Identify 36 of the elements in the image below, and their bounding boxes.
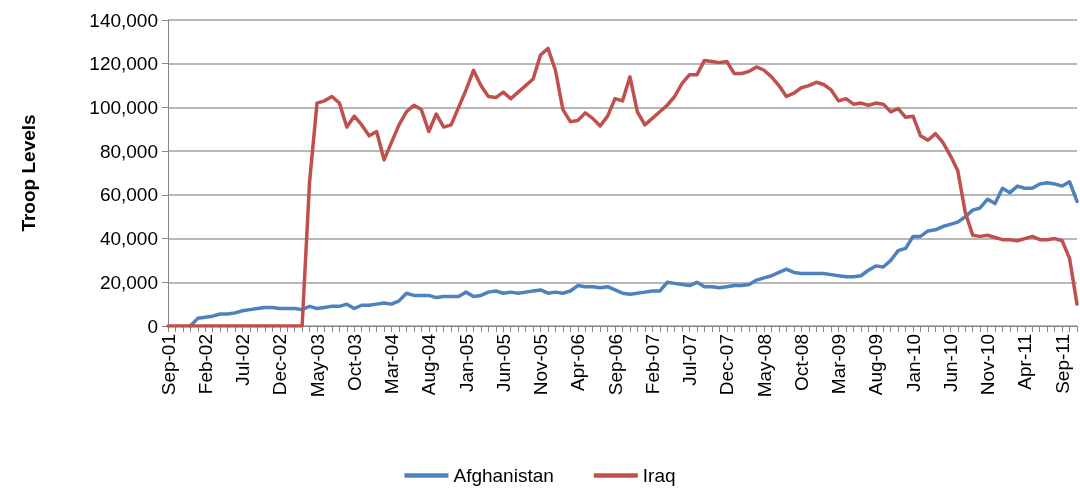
x-tick-label: Dec-07 [716, 334, 738, 396]
x-tick-label: Aug-09 [865, 334, 887, 396]
x-tick-label: Mar-04 [381, 333, 403, 395]
x-tick-label: May-08 [753, 334, 775, 398]
x-tick-label: Oct-03 [343, 334, 365, 392]
y-tick-label: 120,000 [89, 53, 158, 75]
x-tick-label: Jul-07 [679, 334, 701, 386]
x-tick-label: Apr-06 [567, 334, 589, 392]
y-tick-label: 40,000 [99, 228, 158, 250]
x-tick-label: Jun-05 [492, 334, 514, 393]
x-tick-label: Jul-02 [232, 334, 254, 386]
y-tick-label: 0 [147, 315, 158, 337]
x-tick-label: Dec-02 [269, 334, 291, 396]
x-tick-label: Mar-09 [828, 334, 850, 395]
y-tick-label: 140,000 [89, 9, 158, 31]
x-tick-label: Oct-08 [790, 334, 812, 392]
x-tick-label: Feb-07 [641, 334, 663, 395]
legend-label: Afghanistan [453, 465, 554, 486]
x-tick-label: Sep-06 [604, 334, 626, 396]
x-tick-label: Nov-05 [530, 334, 552, 396]
y-tick-label: 60,000 [99, 184, 158, 206]
y-tick-label: 80,000 [99, 140, 158, 162]
y-axis-title: Troop Levels [18, 114, 39, 232]
x-tick-label: Nov-10 [977, 334, 999, 396]
x-tick-label: Sep-11 [1051, 334, 1073, 394]
x-tick-label: Jan-10 [902, 334, 924, 393]
x-tick-label: Apr-11 [1014, 334, 1036, 390]
legend-label: Iraq [642, 465, 676, 486]
x-tick-label: May-03 [306, 334, 328, 398]
x-tick-label: Aug-04 [418, 333, 440, 396]
x-tick-label: Feb-02 [194, 334, 216, 395]
x-tick-label: Jan-05 [455, 334, 477, 393]
x-tick-label: Sep-01 [157, 334, 179, 396]
y-tick-label: 100,000 [89, 96, 158, 118]
x-tick-label: Jun-10 [939, 334, 961, 393]
y-tick-label: 20,000 [99, 271, 158, 293]
